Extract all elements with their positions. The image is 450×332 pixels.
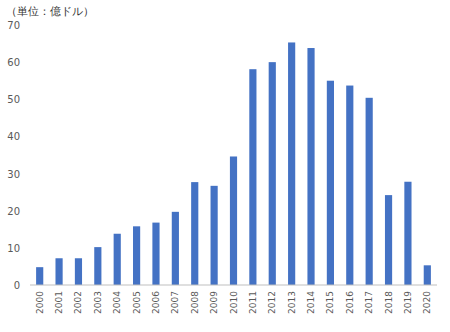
x-tick-label: 2001 <box>54 291 64 314</box>
bar <box>114 234 121 285</box>
bar <box>327 81 334 285</box>
y-axis-label: （単位：億ドル） <box>6 5 94 18</box>
bar <box>55 258 62 285</box>
bar <box>404 182 411 285</box>
bar <box>230 156 237 285</box>
bar <box>288 42 295 285</box>
x-tick-label: 2018 <box>384 291 394 314</box>
bar <box>307 48 314 285</box>
y-tick-label: 30 <box>7 169 20 180</box>
x-tick-label: 2016 <box>345 291 355 314</box>
x-tick-label: 2019 <box>403 291 413 314</box>
y-tick-label: 0 <box>14 280 20 291</box>
x-tick-label: 2020 <box>422 291 432 314</box>
bars <box>36 42 431 285</box>
bar <box>211 186 218 285</box>
bar <box>191 182 198 285</box>
x-axis-line <box>30 285 437 286</box>
bar <box>94 247 101 285</box>
x-tick-label: 2007 <box>170 291 180 314</box>
x-tick-label: 2002 <box>73 291 83 314</box>
y-tick-label: 50 <box>7 94 20 105</box>
x-tick-label: 2014 <box>306 291 316 314</box>
bar <box>75 258 82 285</box>
y-tick-label: 20 <box>7 206 20 217</box>
bar <box>172 212 179 285</box>
bar <box>36 267 43 285</box>
bar <box>346 86 353 285</box>
x-tick-label: 2013 <box>287 291 297 314</box>
x-tick-label: 2010 <box>229 291 239 314</box>
x-tick-label: 2005 <box>132 291 142 314</box>
x-tick-label: 2000 <box>35 291 45 314</box>
y-tick-label: 60 <box>7 57 20 68</box>
bar <box>269 62 276 285</box>
y-tick-label: 10 <box>7 243 20 254</box>
bar <box>152 223 159 285</box>
bar <box>249 69 256 285</box>
x-tick-label: 2017 <box>364 291 374 314</box>
x-tick-label: 2011 <box>248 291 258 314</box>
x-tick-label: 2012 <box>267 291 277 314</box>
y-tick-label: 70 <box>7 20 20 31</box>
x-tick-label: 2015 <box>325 291 335 314</box>
bar <box>366 98 373 285</box>
x-tick-label: 2006 <box>151 291 161 314</box>
chart: （単位：億ドル） 0 10 20 30 40 50 60 70 2000 2001 2002 2003 2… <box>0 0 450 332</box>
x-tick-label: 2004 <box>112 291 122 314</box>
bar <box>385 195 392 285</box>
bar <box>424 265 431 285</box>
x-tick-label: 2009 <box>209 291 219 314</box>
x-tick-label: 2003 <box>93 291 103 314</box>
x-tick-label: 2008 <box>190 291 200 314</box>
bar <box>133 226 140 285</box>
y-tick-label: 40 <box>7 131 20 142</box>
